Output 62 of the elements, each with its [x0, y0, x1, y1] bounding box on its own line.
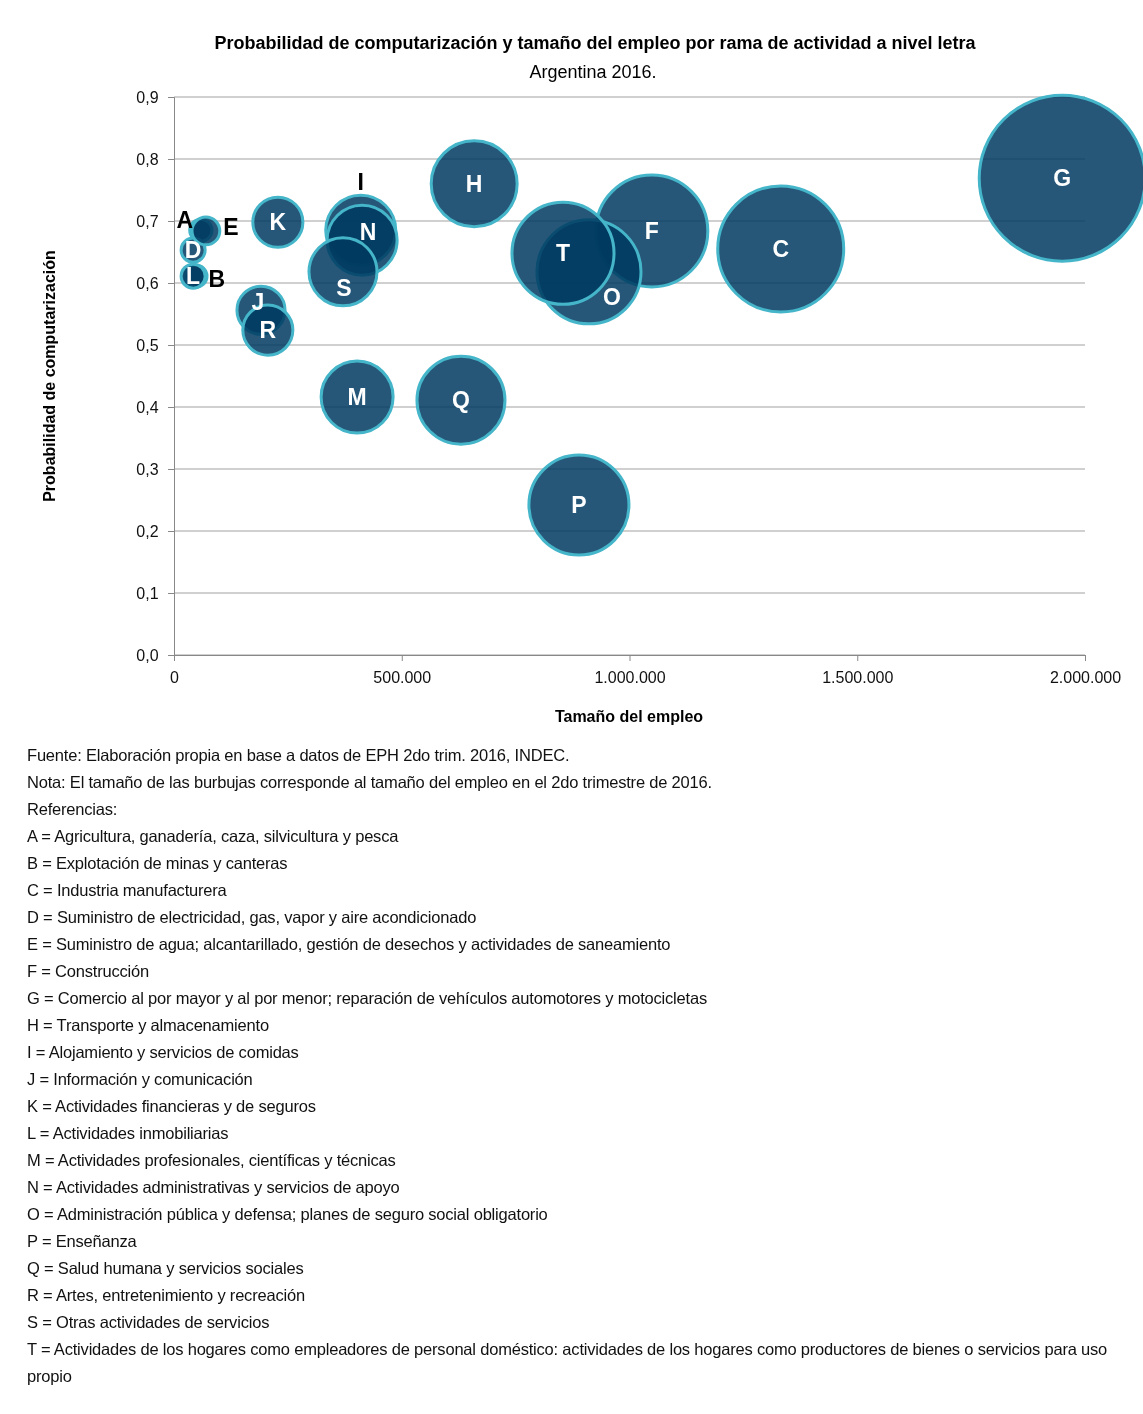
text: O = Administración pública y defensa; planes de seguro social obligatorio [27, 1204, 549, 1225]
text: Nota: El tamaño de las burbujas corresponde al tamaño del empleo en el 2do trimestre de 2016. [27, 772, 713, 793]
x-axis-title: Tamaño del empleo [554, 708, 704, 725]
x-tick-label: 0 [170, 669, 180, 687]
annotation: C [772, 235, 790, 262]
annotation: R [259, 317, 277, 344]
text: Referencias: [27, 799, 119, 820]
y-tick-label: 0,2 [136, 522, 159, 540]
text: J = Información y comunicación [27, 1069, 254, 1090]
annotation: S [336, 274, 352, 301]
text: A = Agricultura, ganadería, caza, silvicultura y pesca [27, 826, 400, 847]
text: H = Transporte y almacenamiento [27, 1015, 270, 1036]
annotation: P [571, 492, 587, 519]
annotation: G [1053, 165, 1072, 192]
y-axis-title: Probabilidad de computarización [41, 250, 58, 502]
text: R = Artes, entretenimiento y recreación [27, 1285, 306, 1306]
text: E = Suministro de agua; alcantarillado, gestión de desechos y actividades de saneamiento [27, 934, 672, 955]
x-tick-label: 1.500.000 [822, 669, 894, 687]
annotation: M [347, 384, 367, 411]
text: L = Actividades inmobiliarias [27, 1123, 230, 1144]
y-tick-label: 0,7 [136, 212, 159, 230]
text: D = Suministro de electricidad, gas, vapor y aire acondicionado [27, 907, 478, 928]
annotation: I [357, 169, 364, 196]
annotation: A [176, 207, 194, 234]
annotation: Q [452, 387, 470, 414]
text: N = Actividades administrativas y servicios de apoyo [27, 1177, 401, 1198]
text: K = Actividades financieras y de seguros [27, 1096, 317, 1117]
chart-subtitle: Argentina 2016. [529, 62, 657, 82]
text: P = Enseñanza [27, 1231, 138, 1252]
text: S = Otras actividades de servicios [27, 1312, 271, 1333]
text: M = Actividades profesionales, científicas y técnicas [27, 1150, 397, 1171]
annotation: F [644, 217, 659, 244]
annotation: O [603, 283, 621, 310]
x-tick-label: 2.000.000 [1049, 669, 1122, 687]
x-tick-label: 500.000 [373, 669, 432, 687]
annotation: D [184, 237, 202, 264]
x-tick-label: 1.000.000 [594, 669, 666, 687]
y-tick-label: 0,1 [136, 584, 159, 602]
y-tick-label: 0,4 [136, 398, 159, 416]
annotation: B [208, 266, 226, 293]
text: G = Comercio al por mayor y al por menor; reparación de vehículos automotores y motocicletas [27, 988, 708, 1009]
annotation: J [251, 289, 265, 316]
annotation: N [359, 219, 377, 246]
annotation: K [269, 209, 287, 236]
text: I = Alojamiento y servicios de comidas [27, 1042, 300, 1063]
source-note: Fuente: Elaboración propia en base a datos de EPH 2do trim. 2016, INDEC. [27, 745, 571, 766]
text: C = Industria manufacturera [27, 880, 228, 901]
annotation: T [555, 240, 571, 267]
y-tick-label: 0,6 [136, 274, 159, 292]
y-tick-label: 0,3 [136, 460, 159, 478]
y-tick-label: 0,5 [136, 336, 159, 354]
text: F = Construcción [27, 961, 150, 982]
chart-title: Probabilidad de computarización y tamaño del empleo por rama de actividad a nivel letra [214, 33, 977, 53]
text: Q = Salud humana y servicios sociales [27, 1258, 305, 1279]
annotation: H [465, 170, 483, 197]
text: T = Actividades de los hogares como empleadores de personal doméstico: actividades de los hogares como productores de bienes o servicios para uso propio [27, 1339, 1109, 1387]
y-tick-label: 0,0 [136, 646, 159, 664]
annotation: E [223, 213, 239, 240]
annotation: L [186, 263, 201, 290]
y-tick-label: 0,8 [136, 150, 159, 168]
text: B = Explotación de minas y canteras [27, 853, 289, 874]
y-tick-label: 0,9 [136, 88, 159, 106]
